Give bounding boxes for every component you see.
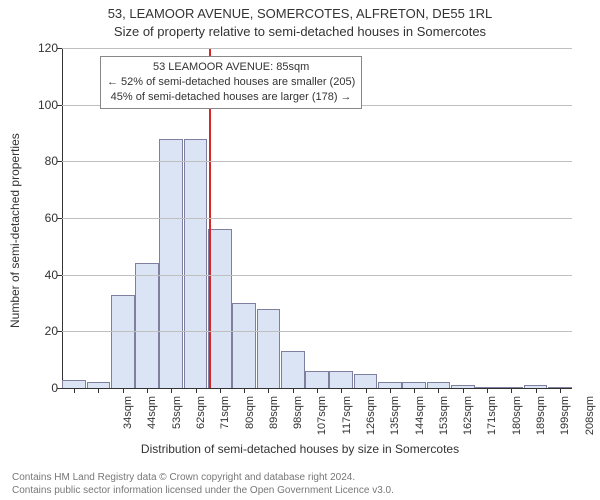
x-tick-label: 144sqm [414,396,426,446]
x-tick-mark [438,388,439,393]
info-line1: 53 LEAMOOR AVENUE: 85sqm [107,60,355,75]
x-tick-label: 153sqm [438,396,450,446]
y-tick-mark [57,331,62,332]
chart-title-line1: 53, LEAMOOR AVENUE, SOMERCOTES, ALFRETON… [0,6,600,21]
x-tick-label: 171sqm [486,396,498,446]
x-tick-mark [171,388,172,393]
x-tick-label: 180sqm [511,396,523,446]
x-tick-mark [268,388,269,393]
x-tick-label: 44sqm [146,396,158,446]
y-tick-label: 80 [28,154,58,168]
x-tick-label: 80sqm [244,396,256,446]
bar [257,309,281,388]
x-tick-mark [511,388,512,393]
x-tick-label: 135sqm [389,396,401,446]
x-tick-mark [220,388,221,393]
grid-line [62,161,572,162]
x-tick-mark [74,388,75,393]
x-tick-label: 34sqm [122,396,134,446]
y-tick-mark [57,161,62,162]
grid-line [62,218,572,219]
y-tick-label: 0 [28,381,58,395]
y-tick-mark [57,275,62,276]
info-line3: 45% of semi-detached houses are larger (… [107,90,355,105]
x-tick-label: 189sqm [535,396,547,446]
y-tick-label: 100 [28,98,58,112]
bar [281,351,305,388]
bar [329,371,353,388]
bar [62,380,86,389]
x-tick-label: 107sqm [316,396,328,446]
bar [184,139,208,388]
x-tick-label: 71sqm [219,396,231,446]
y-tick-label: 40 [28,268,58,282]
x-tick-mark [147,388,148,393]
chart-title-line2: Size of property relative to semi-detach… [0,24,600,39]
x-tick-label: 53sqm [171,396,183,446]
x-tick-mark [196,388,197,393]
grid-line [62,331,572,332]
y-tick-mark [57,388,62,389]
bar [159,139,183,388]
x-tick-label: 117sqm [341,396,353,446]
x-tick-mark [366,388,367,393]
grid-line [62,275,572,276]
x-tick-label: 199sqm [559,396,571,446]
y-tick-label: 120 [28,41,58,55]
bar [135,263,159,388]
chart-container: 53, LEAMOOR AVENUE, SOMERCOTES, ALFRETON… [0,0,600,500]
footer-line2: Contains public sector information licen… [12,485,394,498]
bar [111,295,135,389]
info-box: 53 LEAMOOR AVENUE: 85sqm← 52% of semi-de… [100,56,362,109]
y-tick-mark [57,48,62,49]
x-tick-mark [293,388,294,393]
x-tick-mark [463,388,464,393]
bar [305,371,329,388]
y-tick-label: 60 [28,211,58,225]
x-tick-mark [487,388,488,393]
footer-line1: Contains HM Land Registry data © Crown c… [12,472,394,485]
x-tick-label: 62sqm [195,396,207,446]
x-tick-label: 89sqm [268,396,280,446]
bar [208,229,232,388]
y-axis-title: Number of semi-detached properties [8,23,22,218]
x-tick-mark [560,388,561,393]
x-tick-mark [341,388,342,393]
bar [354,374,378,388]
x-tick-label: 208sqm [584,396,596,446]
y-tick-label: 20 [28,324,58,338]
x-tick-label: 126sqm [365,396,377,446]
y-tick-mark [57,105,62,106]
bar [232,303,256,388]
x-tick-mark [98,388,99,393]
x-tick-mark [123,388,124,393]
x-tick-mark [536,388,537,393]
grid-line [62,48,572,49]
x-tick-mark [317,388,318,393]
x-tick-mark [414,388,415,393]
x-tick-label: 98sqm [292,396,304,446]
y-tick-mark [57,218,62,219]
x-tick-mark [244,388,245,393]
x-tick-mark [390,388,391,393]
x-tick-label: 162sqm [462,396,474,446]
info-line2: ← 52% of semi-detached houses are smalle… [107,75,355,90]
footer-text: Contains HM Land Registry data © Crown c… [12,472,394,497]
